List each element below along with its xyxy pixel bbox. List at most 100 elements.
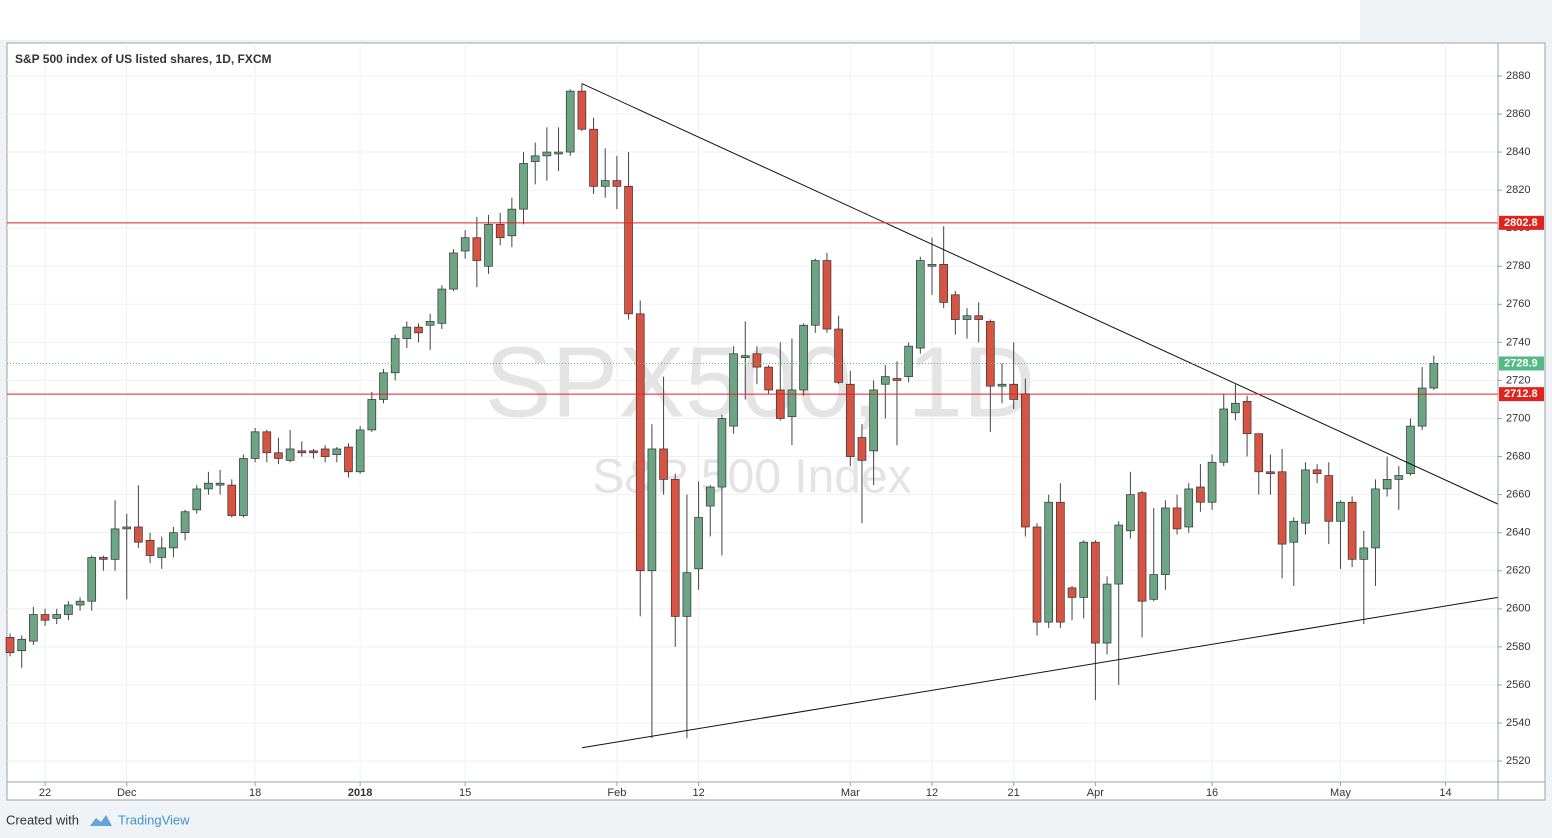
y-tick-label: 2600 [1506, 603, 1530, 615]
candle-body [624, 185, 633, 315]
candle-body [705, 486, 715, 507]
y-tick-label: 2780 [1506, 260, 1530, 272]
footer-created: Created with [6, 812, 79, 827]
candle-body [1242, 401, 1252, 435]
candle-body [99, 557, 108, 560]
y-tick-label: 2640 [1506, 527, 1530, 539]
candle-body [519, 163, 528, 210]
candle-body [857, 437, 867, 461]
level-badge [1499, 387, 1544, 402]
candle-body [542, 151, 552, 157]
candle-body [974, 315, 983, 320]
candle-body [29, 614, 38, 642]
candle-body [320, 448, 330, 457]
candle-body [1301, 469, 1310, 524]
candle-body [1056, 501, 1065, 623]
brand-logo [90, 815, 112, 826]
footer-brand[interactable]: TradingView [118, 812, 190, 827]
candle-body [449, 252, 458, 290]
candle-body [1032, 526, 1042, 623]
x-tick-label: 21 [1008, 787, 1020, 799]
candle-body [1359, 547, 1369, 560]
candle-body [880, 376, 890, 385]
candle-body [1394, 475, 1404, 480]
candle-body [134, 526, 143, 543]
candle-body [647, 448, 657, 572]
candle-body [355, 429, 365, 473]
candle-body [227, 484, 237, 516]
x-tick-label: 18 [249, 787, 261, 799]
candle-body [1347, 501, 1357, 560]
y-tick-label: 2580 [1506, 641, 1530, 653]
candle-body [1114, 524, 1124, 585]
x-tick-label: Feb [607, 787, 626, 799]
y-tick-label: 2680 [1506, 450, 1530, 462]
y-tick-label: 2720 [1506, 374, 1530, 386]
candle-body [1021, 393, 1030, 528]
candle-body [1009, 383, 1018, 400]
candle-body [87, 557, 97, 602]
candle-body [1219, 408, 1229, 463]
y-tick-label: 2560 [1506, 679, 1530, 691]
trend-line [581, 83, 1499, 505]
x-tick-label: 12 [692, 787, 704, 799]
candle-body [589, 128, 598, 187]
candle-body [635, 313, 645, 572]
y-tick-label: 2760 [1506, 298, 1530, 310]
watermark: SPX500, 1D [485, 326, 1035, 438]
candle-body [285, 448, 295, 461]
y-tick-label: 2860 [1506, 108, 1530, 120]
level-label: 2802.8 [1504, 217, 1538, 229]
candle-body [379, 372, 388, 400]
candle-body [1091, 541, 1100, 644]
candle-body [239, 458, 248, 516]
candle-body [554, 151, 563, 155]
candle-body [1324, 475, 1334, 522]
last-price-label: 2728.9 [1504, 357, 1538, 369]
y-tick-label: 2700 [1506, 412, 1530, 424]
chart-title: S&P 500 index of US listed shares, 1D, F… [15, 52, 272, 66]
candle-body [822, 260, 832, 330]
candle-body [414, 326, 423, 334]
level-label: 2712.8 [1504, 388, 1538, 400]
x-tick-label: Dec [117, 787, 137, 799]
candle-body [484, 224, 493, 267]
candle-body [810, 260, 820, 326]
candle-body [215, 482, 225, 486]
candle-body [869, 389, 878, 452]
candle-body [1289, 520, 1299, 543]
x-tick-label: 15 [459, 787, 471, 799]
candle-body [752, 353, 762, 368]
level-badge [1499, 215, 1544, 230]
marks [5, 83, 1499, 749]
x-tick-label: May [1330, 787, 1351, 799]
candle-body [986, 321, 995, 387]
candle-body [612, 180, 622, 187]
candle-body [764, 366, 773, 391]
candle-body [1336, 501, 1345, 522]
candle-body [250, 431, 260, 459]
candle-body [682, 572, 692, 617]
candle-body [204, 482, 213, 490]
candle-body [939, 263, 948, 303]
candle-body [122, 526, 132, 530]
top-bar [0, 0, 1360, 40]
chart-frame [6, 42, 1546, 801]
candle-body [495, 224, 505, 239]
candle-body [1137, 492, 1147, 602]
candle-body [425, 321, 435, 326]
candle-body [845, 383, 855, 457]
candle-body [344, 446, 353, 473]
candle-body [1196, 486, 1205, 503]
x-tick-label: 22 [39, 787, 51, 799]
candle-body [110, 528, 120, 560]
candle-body [1382, 479, 1392, 490]
candle-body [577, 90, 587, 130]
grid [7, 43, 1498, 782]
candle-body [787, 389, 797, 417]
candle-body [1044, 501, 1054, 623]
y-tick-label: 2660 [1506, 489, 1530, 501]
candle-body [600, 180, 610, 187]
candle-body [262, 431, 272, 454]
